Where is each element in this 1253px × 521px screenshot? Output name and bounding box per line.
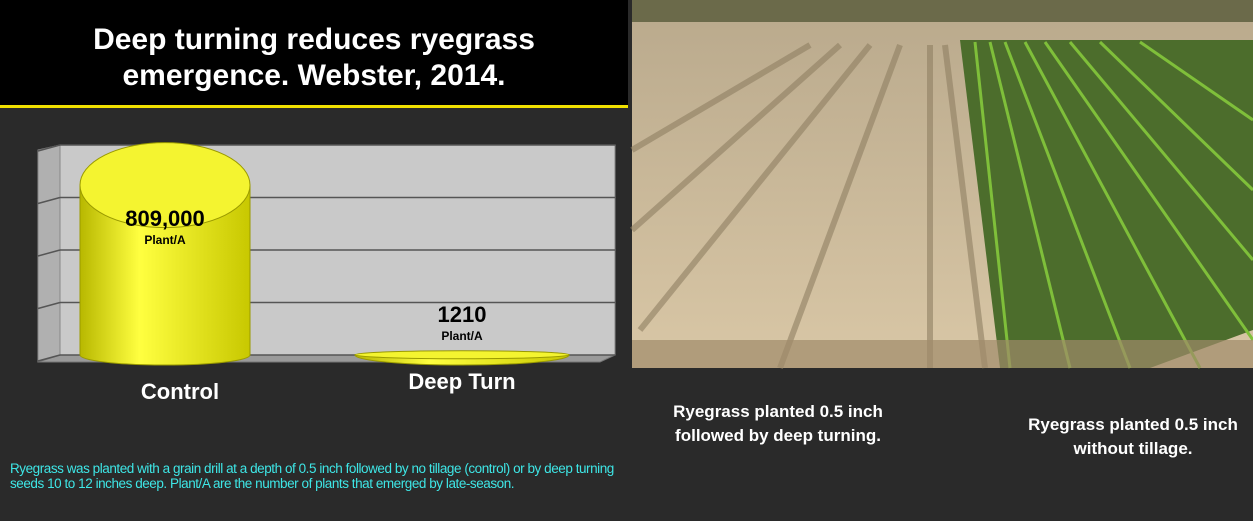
value-label: 1210 <box>438 302 487 327</box>
field-photo <box>632 0 1253 368</box>
bar-top <box>355 351 569 359</box>
slide: Deep turning reduces ryegrass emergence.… <box>0 0 1253 521</box>
photo-caption: Ryegrass planted 0.5 inch without tillag… <box>1008 413 1253 461</box>
value-label: 809,000 <box>125 206 205 231</box>
unit-label: Plant/A <box>441 329 483 343</box>
unit-label: Plant/A <box>144 233 186 247</box>
x-tick-label: Control <box>141 379 219 404</box>
footnote: Ryegrass was planted with a grain drill … <box>10 461 622 491</box>
x-tick-label: Deep Turn <box>408 369 515 394</box>
photo-caption: Ryegrass planted 0.5 inch followed by de… <box>648 400 908 448</box>
